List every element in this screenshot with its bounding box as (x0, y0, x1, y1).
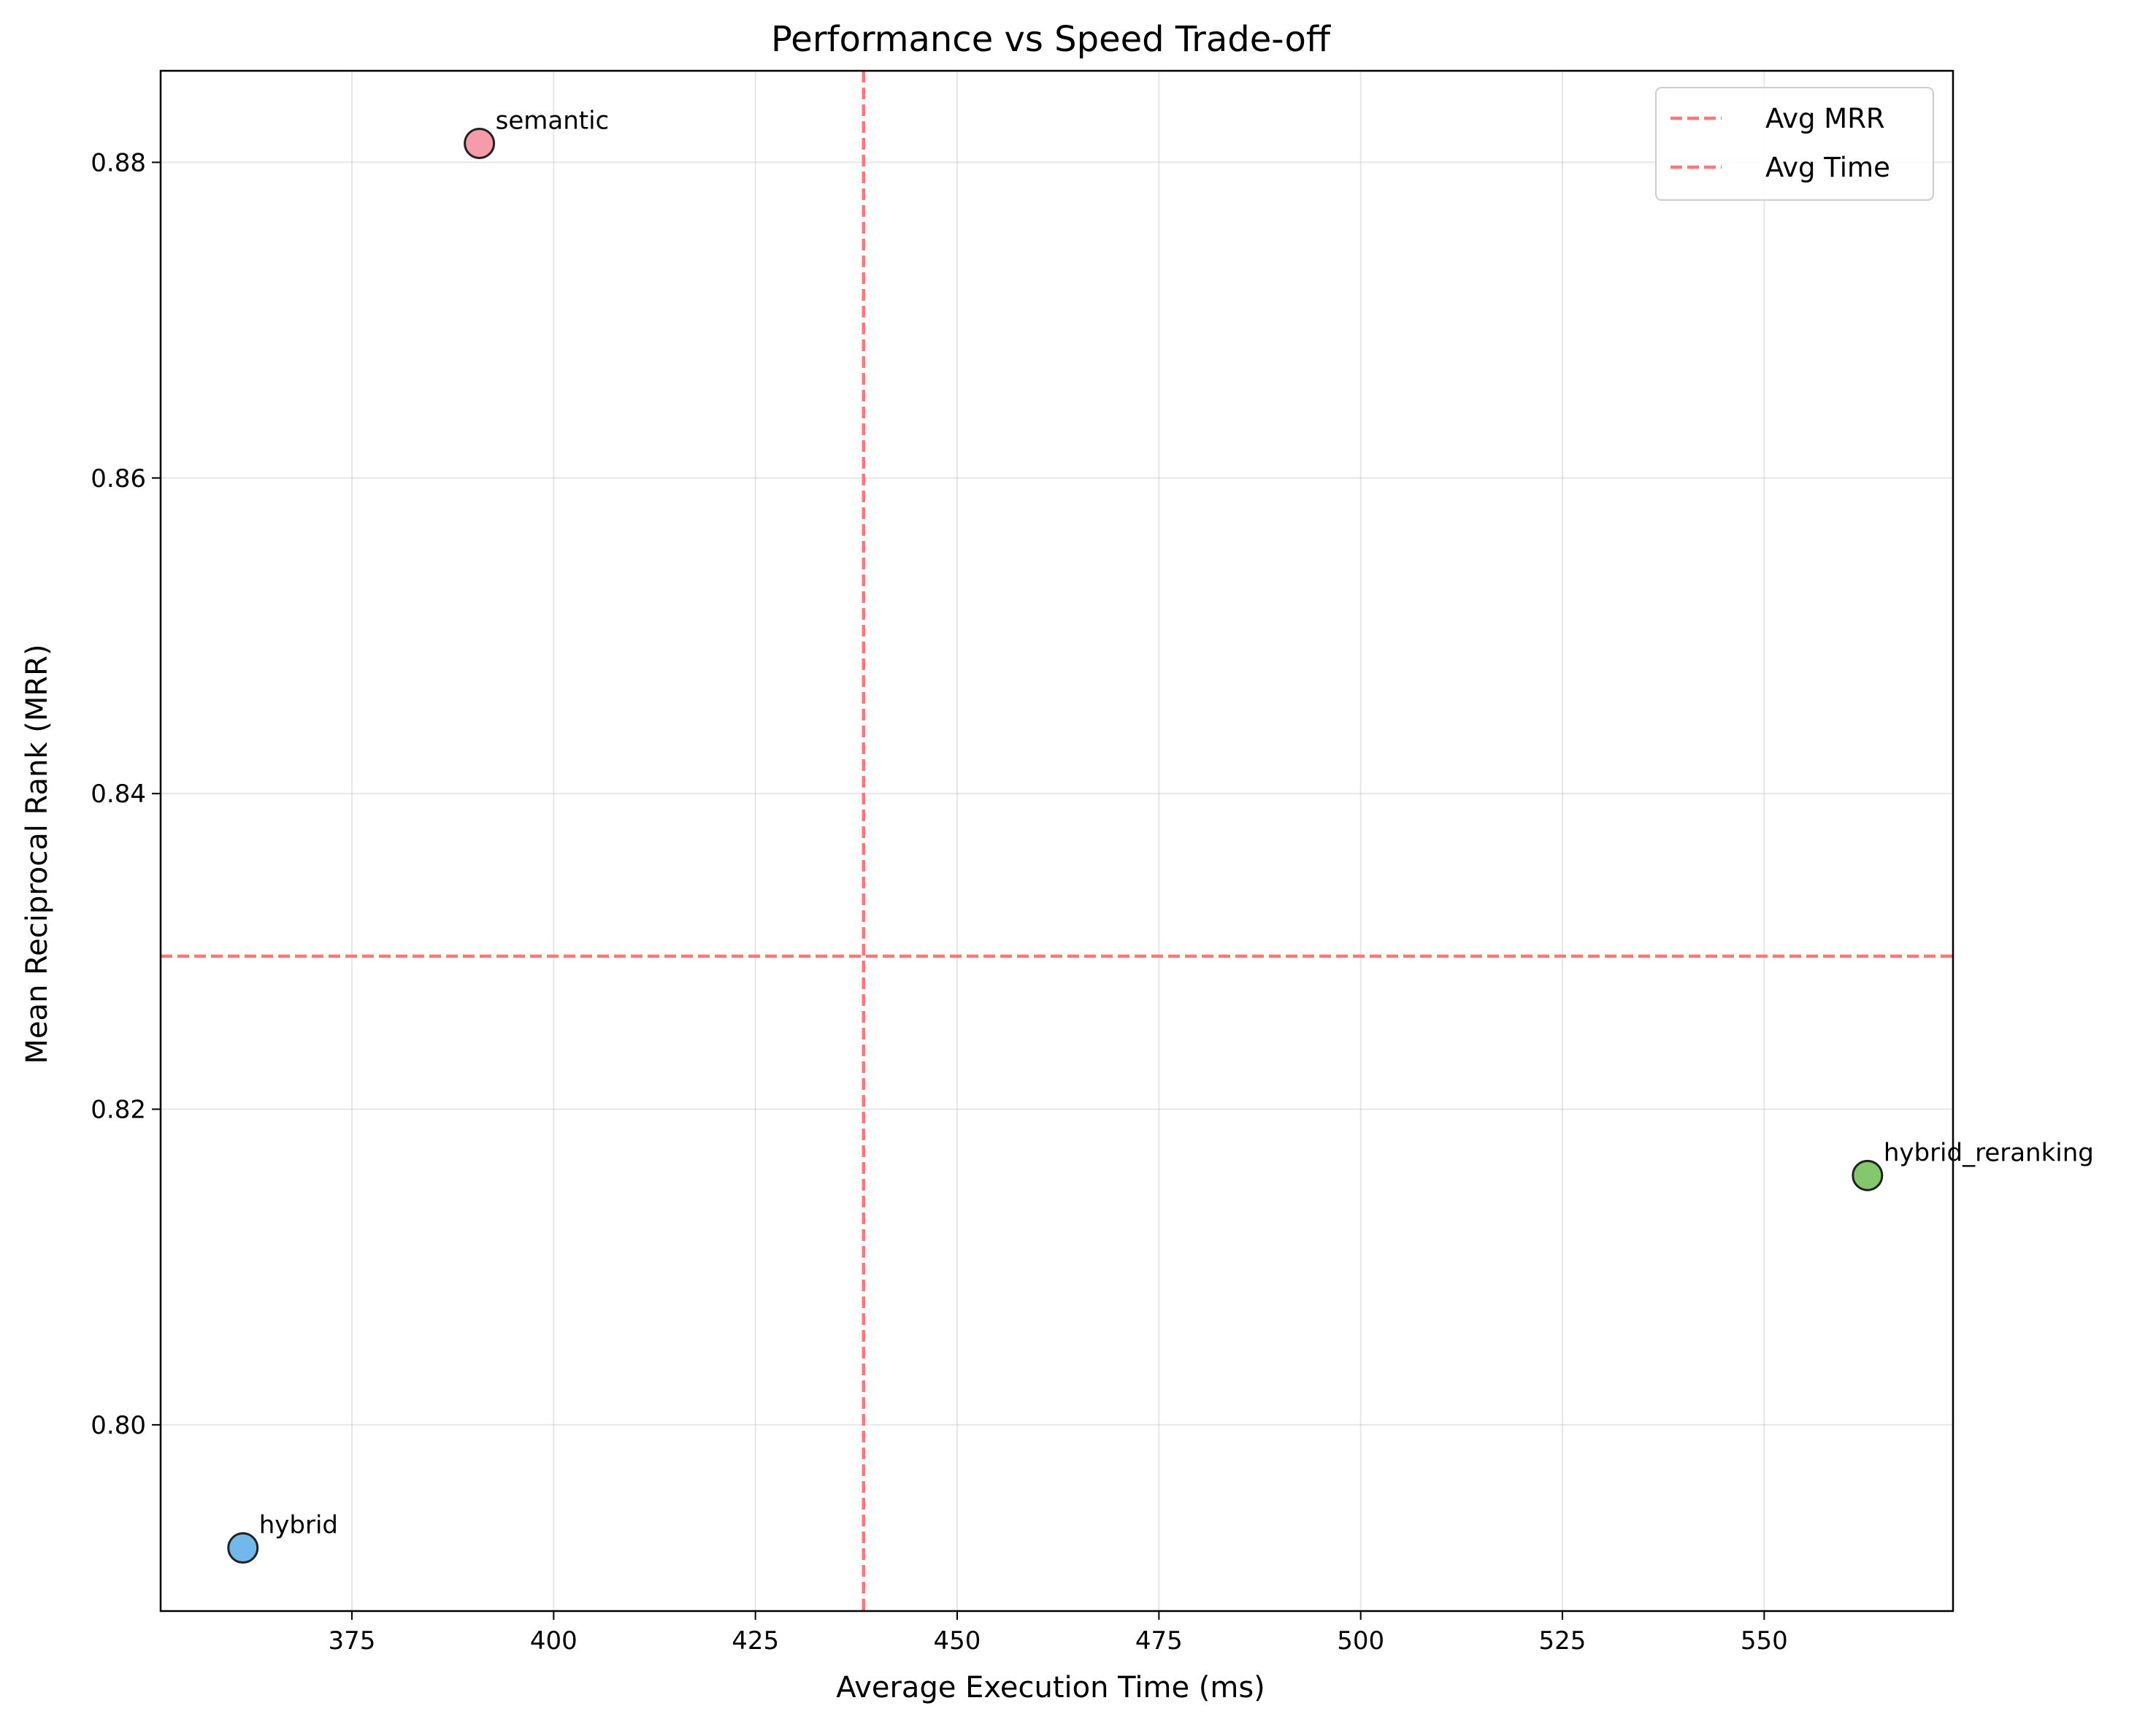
x-tick-label: 450 (934, 1626, 981, 1656)
legend-label-avg-mrr: Avg MRR (1765, 103, 1885, 134)
point-label-hybrid-reranking: hybrid_reranking (1884, 1138, 2094, 1167)
point-label-semantic: semantic (496, 106, 610, 135)
x-tick-label: 375 (329, 1626, 376, 1656)
y-tick-label: 0.80 (91, 1411, 146, 1440)
legend: Avg MRR Avg Time (1655, 87, 1934, 201)
x-tick-label: 500 (1337, 1626, 1384, 1656)
data-point-hybrid (227, 1532, 259, 1564)
y-tick-label: 0.82 (91, 1096, 146, 1125)
reference-lines (161, 71, 1953, 1611)
data-point-semantic (464, 127, 496, 159)
chart-title: Performance vs Speed Trade-off (771, 19, 1331, 60)
legend-box (1655, 87, 1934, 201)
y-axis-label: Mean Reciprocal Rank (MRR) (20, 644, 54, 1064)
y-tick-label: 0.84 (91, 780, 146, 809)
data-points: semantic hybrid hybrid_reranking (227, 106, 2094, 1564)
y-tick-label: 0.88 (91, 148, 146, 177)
y-tick-label: 0.86 (91, 464, 146, 493)
point-label-hybrid: hybrid (259, 1511, 338, 1540)
data-point-hybrid-reranking (1852, 1159, 1884, 1191)
plot-area-frame (159, 69, 1954, 1613)
grid (161, 71, 1953, 1611)
axis-ticks: 375 400 425 450 475 500 525 550 0.80 0.82 0.84 0.86… (91, 148, 1788, 1656)
x-tick-label: 550 (1741, 1626, 1788, 1656)
x-tick-label: 475 (1135, 1626, 1183, 1656)
x-tick-label: 425 (732, 1626, 779, 1656)
legend-label-avg-time: Avg Time (1765, 152, 1890, 183)
x-tick-label: 525 (1539, 1626, 1587, 1656)
x-axis-label: Average Execution Time (ms) (836, 1671, 1265, 1704)
x-tick-label: 400 (530, 1626, 578, 1656)
